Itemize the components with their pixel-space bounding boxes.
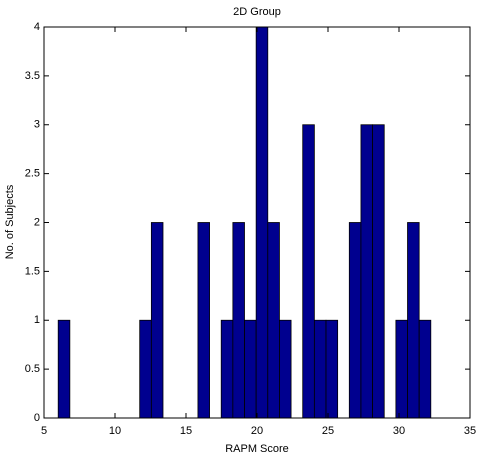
bar bbox=[313, 319, 327, 419]
bar bbox=[150, 222, 164, 419]
bar bbox=[255, 26, 269, 419]
y-tick-label: 1 bbox=[34, 314, 40, 326]
bar bbox=[407, 222, 420, 419]
x-axis-label: RAPM Score bbox=[225, 443, 289, 455]
y-tick-label: 2 bbox=[34, 216, 40, 228]
x-tick-label: 25 bbox=[322, 425, 334, 437]
bar bbox=[302, 124, 315, 419]
bar bbox=[267, 222, 280, 419]
y-tick-label: 0.5 bbox=[25, 363, 40, 375]
y-tick-label: 3.5 bbox=[25, 70, 40, 82]
bar bbox=[244, 319, 257, 419]
bar bbox=[197, 222, 210, 419]
bar bbox=[57, 319, 71, 419]
y-tick-label: 0 bbox=[34, 412, 40, 424]
bar bbox=[220, 319, 234, 419]
bar bbox=[325, 319, 339, 419]
y-tick-label: 4 bbox=[34, 21, 40, 33]
bar bbox=[348, 222, 362, 419]
y-axis-label: No. of Subjects bbox=[4, 184, 16, 259]
x-tick-label: 5 bbox=[41, 425, 47, 437]
chart-title: 2D Group bbox=[233, 6, 281, 18]
x-tick-label: 15 bbox=[180, 425, 192, 437]
bar bbox=[372, 124, 385, 419]
bar bbox=[360, 124, 373, 419]
x-tick-label: 30 bbox=[393, 425, 405, 437]
bar bbox=[395, 319, 408, 419]
y-tick-label: 1.5 bbox=[25, 265, 40, 277]
x-tick-label: 10 bbox=[109, 425, 121, 437]
bar bbox=[418, 319, 432, 419]
x-tick-label: 20 bbox=[251, 425, 263, 437]
x-tick-label: 35 bbox=[464, 425, 476, 437]
bar bbox=[279, 319, 292, 419]
bar bbox=[232, 222, 245, 419]
y-tick-label: 3 bbox=[34, 119, 40, 131]
y-tick-label: 2.5 bbox=[25, 168, 40, 180]
bar bbox=[139, 319, 152, 419]
